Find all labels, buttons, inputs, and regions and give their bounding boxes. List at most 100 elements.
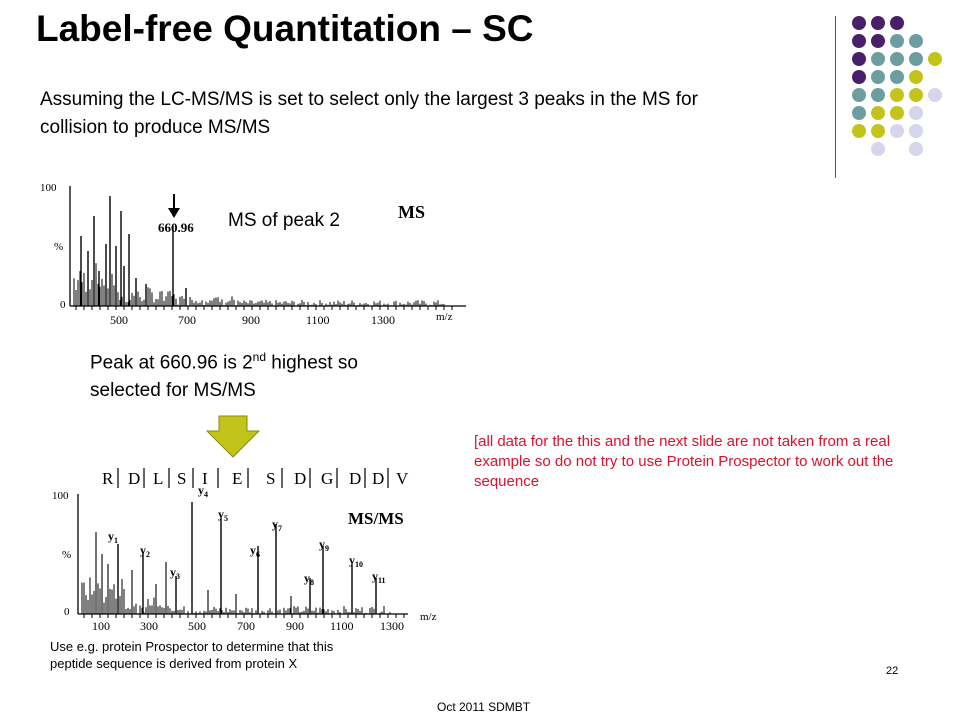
msms-y-label-0: 0 bbox=[64, 606, 70, 618]
sequence-residue: L bbox=[153, 469, 163, 488]
sequence-residue: D bbox=[349, 469, 361, 488]
ms-peak-arrow-head bbox=[168, 208, 180, 218]
ion-label: y2 bbox=[140, 543, 150, 559]
sequence-residue: D bbox=[294, 469, 306, 488]
grid-dot bbox=[871, 34, 885, 48]
ion-label: y11 bbox=[372, 569, 386, 585]
ion-label: y6 bbox=[250, 543, 260, 559]
ion-label-base: y bbox=[319, 537, 325, 551]
ms-x-label-700: 700 bbox=[178, 313, 196, 327]
ms-peaks bbox=[73, 196, 445, 306]
msms-x-label-500: 500 bbox=[188, 619, 206, 633]
down-arrow-icon bbox=[205, 415, 261, 458]
slide-title: Label-free Quantitation – SC bbox=[36, 8, 534, 49]
ion-label: y9 bbox=[319, 537, 329, 553]
grid-dot bbox=[871, 124, 885, 138]
peak-note-superscript: nd bbox=[252, 350, 267, 364]
sequence-residue: S bbox=[177, 469, 186, 488]
msms-spectrum-title: MS/MS bbox=[348, 509, 404, 528]
grid-dot bbox=[871, 88, 885, 102]
ion-label-base: y bbox=[349, 553, 355, 567]
grid-dot bbox=[890, 124, 904, 138]
ion-label-base: y bbox=[218, 507, 224, 521]
ms-x-label-1100: 1100 bbox=[306, 313, 330, 327]
ion-label-subscript: 7 bbox=[278, 524, 282, 533]
ion-label: y8 bbox=[304, 571, 314, 587]
slide-footer: Oct 2011 SDMBT bbox=[437, 700, 531, 714]
peak-note: Peak at 660.96 is 2nd highest so selecte… bbox=[90, 343, 420, 405]
sequence-residue: E bbox=[232, 469, 242, 488]
msms-x-label-900: 900 bbox=[286, 619, 304, 633]
grid-dot bbox=[909, 142, 923, 156]
grid-dot bbox=[871, 142, 885, 156]
sequence-residue: D bbox=[128, 469, 140, 488]
ion-label-subscript: 4 bbox=[204, 490, 208, 499]
page-number: 22 bbox=[886, 665, 899, 677]
decorative-dot-grid bbox=[850, 14, 946, 156]
ion-label-base: y bbox=[250, 543, 256, 557]
sequence-residue: V bbox=[396, 469, 409, 488]
peak-note-text-rest: highest so selected for MS/MS bbox=[90, 352, 358, 402]
ion-label-subscript: 5 bbox=[224, 514, 228, 523]
ms-x-unit: m/z bbox=[436, 311, 453, 323]
sequence-residue: S bbox=[266, 469, 275, 488]
grid-dot bbox=[890, 70, 904, 84]
ion-label-subscript: 8 bbox=[310, 578, 314, 587]
ion-label-subscript: 11 bbox=[378, 576, 386, 585]
grid-dot bbox=[890, 34, 904, 48]
hint-text: Use e.g. protein Prospector to determine… bbox=[50, 639, 334, 671]
ion-label-subscript: 9 bbox=[325, 544, 329, 553]
grid-dot bbox=[852, 124, 866, 138]
ion-label: y7 bbox=[272, 517, 282, 533]
msms-x-label-300: 300 bbox=[140, 619, 158, 633]
grid-dot bbox=[909, 88, 923, 102]
sequence-residue: R bbox=[102, 469, 114, 488]
ms-y-label-100: 100 bbox=[40, 182, 57, 194]
ion-label: y5 bbox=[218, 507, 228, 523]
ms-ticks bbox=[75, 306, 453, 310]
ion-label-subscript: 3 bbox=[176, 572, 180, 581]
ion-label-subscript: 1 bbox=[114, 536, 118, 545]
grid-dot bbox=[871, 106, 885, 120]
msms-x-label-1100: 1100 bbox=[330, 619, 354, 633]
ms-y-label-0: 0 bbox=[60, 299, 66, 311]
grid-dot bbox=[890, 52, 904, 66]
grid-dot bbox=[871, 70, 885, 84]
msms-x-label-1300: 1300 bbox=[380, 619, 404, 633]
intro-text: Assuming the LC-MS/MS is set to select o… bbox=[40, 89, 698, 138]
disclaimer-text: [all data for the this and the next slid… bbox=[474, 433, 894, 490]
ms-spectrum: 100 % 0 500 700 900 1100 1300 m/z 660.96… bbox=[40, 182, 466, 327]
grid-dot bbox=[909, 124, 923, 138]
ms-peak-caption: MS of peak 2 bbox=[228, 210, 340, 231]
ion-label-subscript: 6 bbox=[256, 550, 260, 559]
ms-y-label-percent: % bbox=[54, 241, 63, 253]
grid-dot bbox=[928, 52, 942, 66]
ion-label: y1 bbox=[108, 529, 118, 545]
msms-peaks bbox=[81, 502, 391, 614]
ion-label-base: y bbox=[304, 571, 310, 585]
ion-label: y4 bbox=[198, 483, 208, 499]
grid-dot bbox=[890, 106, 904, 120]
grid-dot bbox=[871, 16, 885, 30]
grid-dot bbox=[852, 70, 866, 84]
msms-x-label-100: 100 bbox=[92, 619, 110, 633]
grid-dot bbox=[909, 34, 923, 48]
grid-dot bbox=[909, 70, 923, 84]
grid-dot bbox=[852, 16, 866, 30]
ms-x-label-900: 900 bbox=[242, 313, 260, 327]
grid-dot bbox=[909, 52, 923, 66]
grid-dot bbox=[852, 34, 866, 48]
ms-peak-label: 660.96 bbox=[158, 220, 194, 235]
divider-line bbox=[835, 16, 836, 178]
ion-label-base: y bbox=[198, 483, 204, 497]
ion-label-base: y bbox=[170, 565, 176, 579]
ion-label: y3 bbox=[170, 565, 180, 581]
sequence-residue: D bbox=[372, 469, 384, 488]
ms-spectrum-title: MS bbox=[398, 202, 425, 222]
grid-dot bbox=[928, 88, 942, 102]
msms-y-label-percent: % bbox=[62, 549, 71, 561]
ion-label-subscript: 10 bbox=[355, 560, 363, 569]
